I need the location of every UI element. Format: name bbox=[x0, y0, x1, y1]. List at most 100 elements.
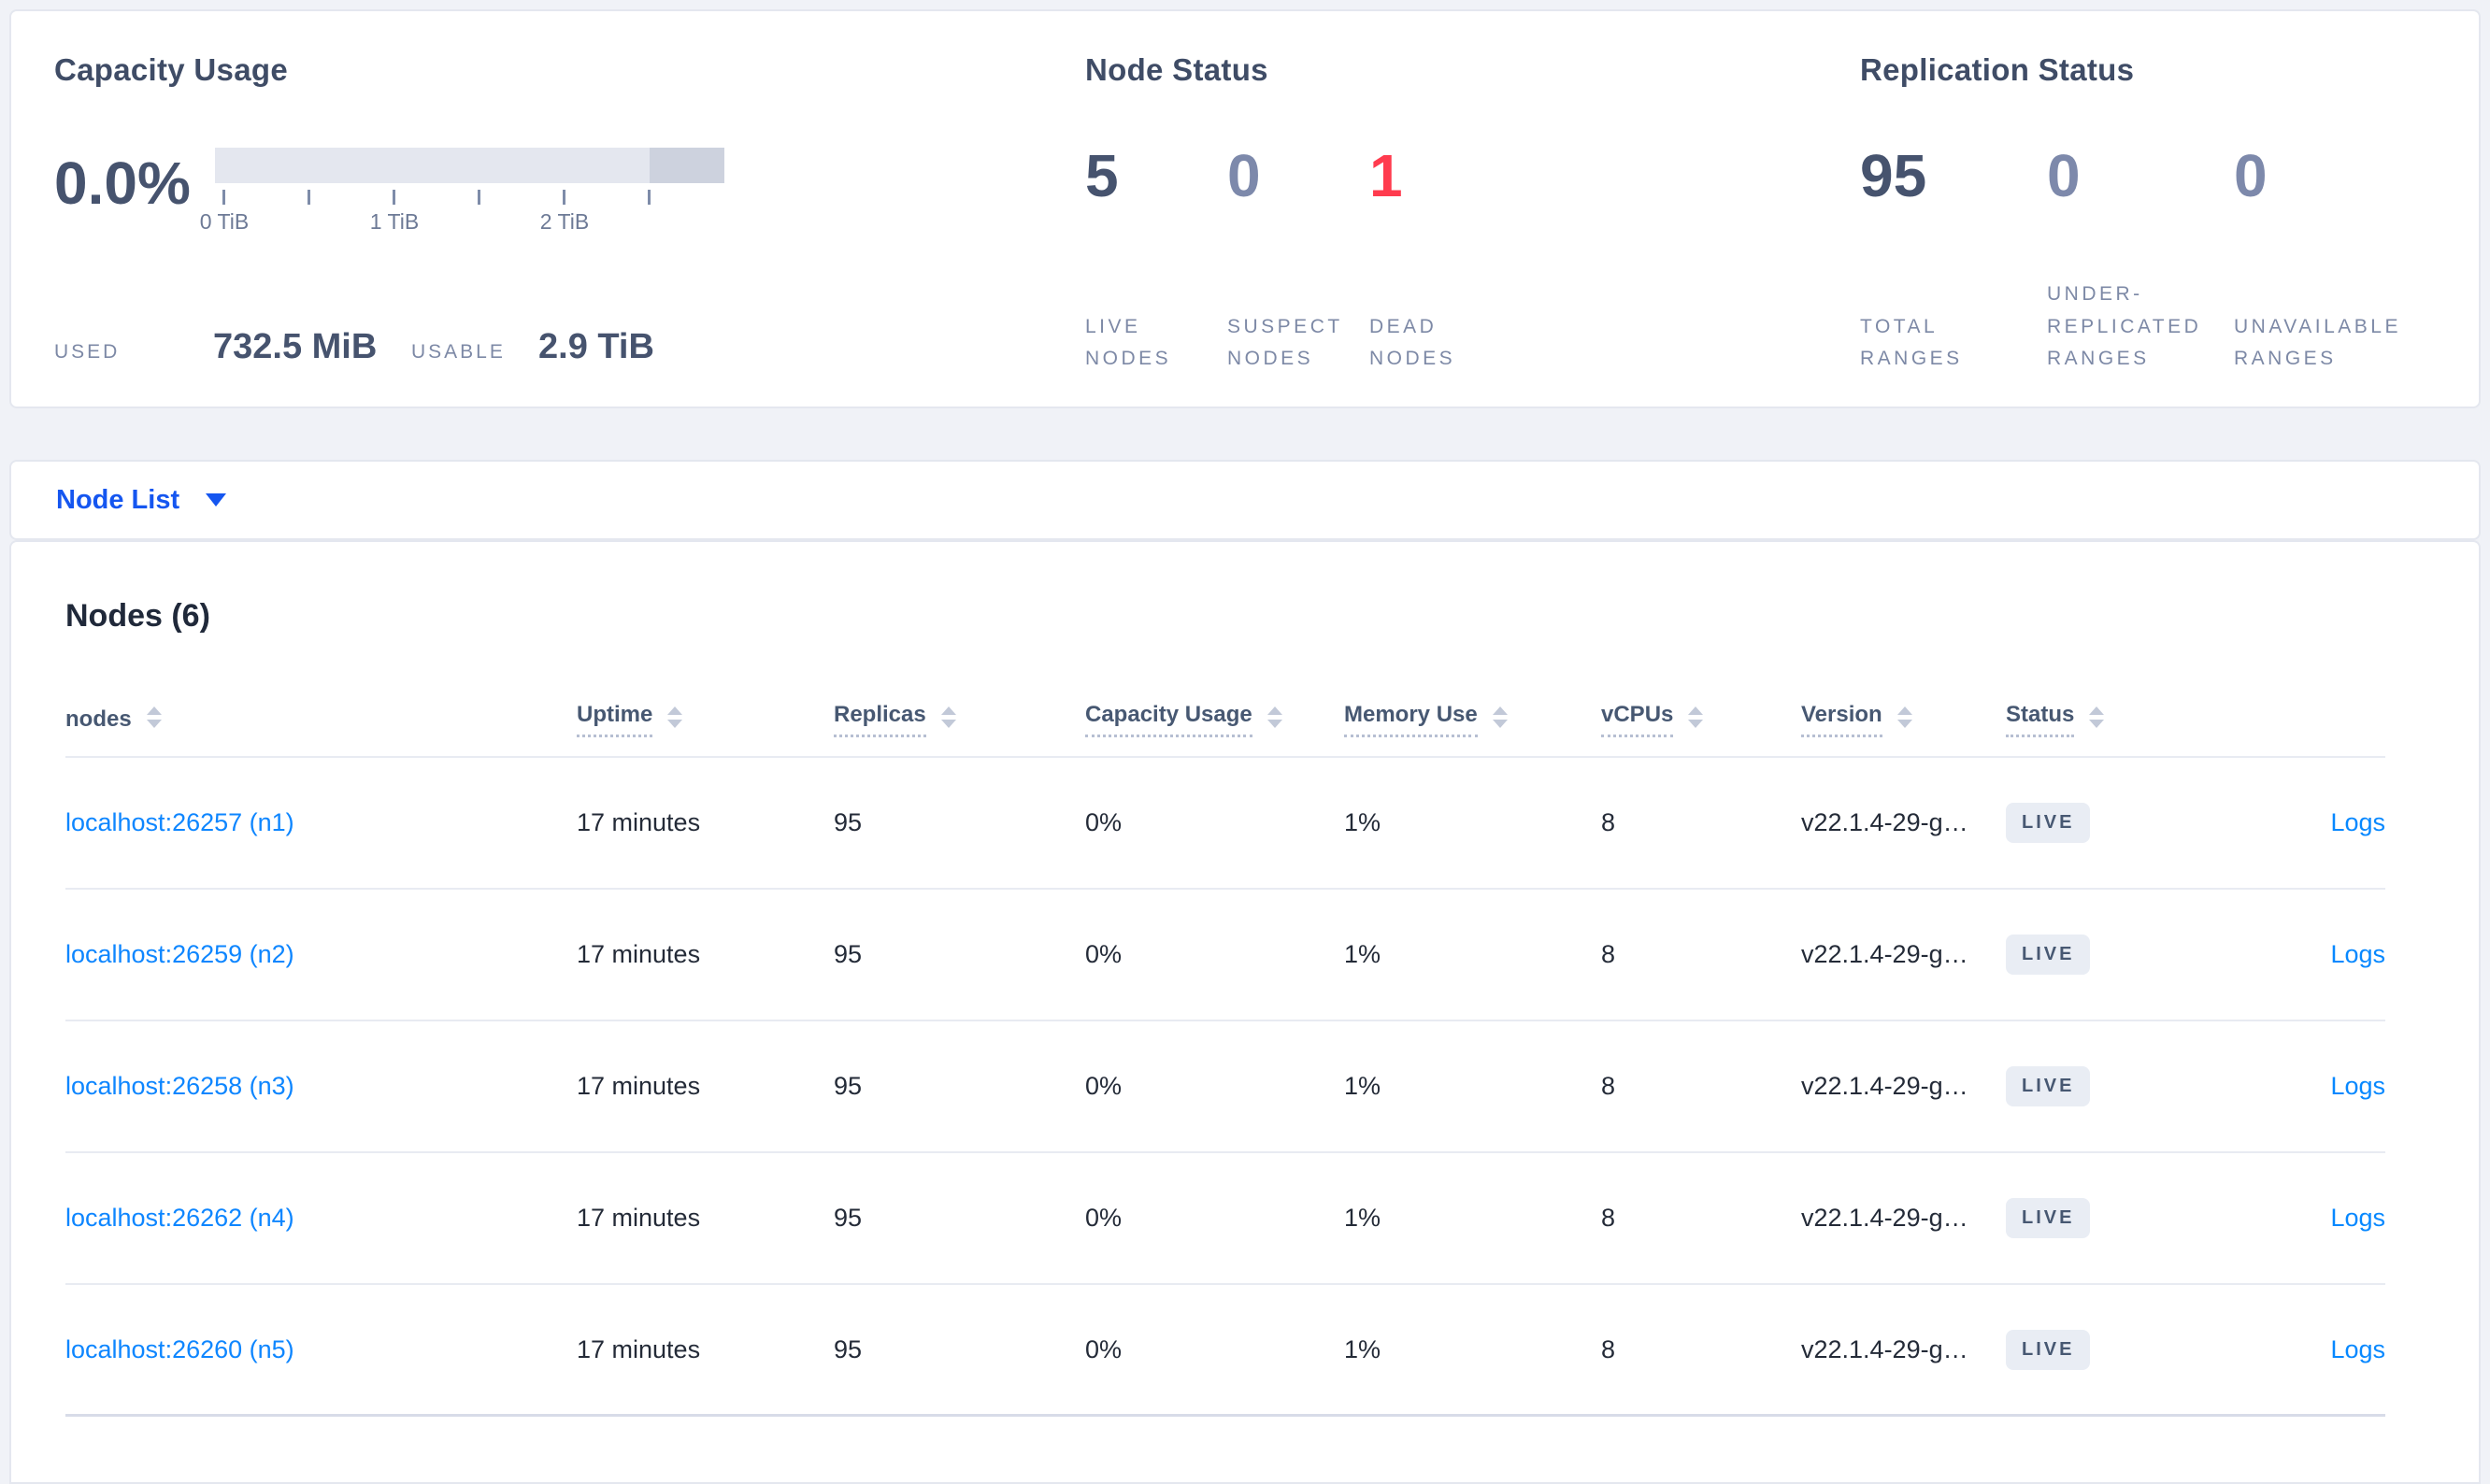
unavailable-ranges-count: 0 bbox=[2234, 142, 2268, 209]
column-header-vcpus[interactable]: vCPUs bbox=[1601, 702, 1801, 737]
live-nodes-label: LIVE NODES bbox=[1085, 315, 1172, 370]
axis-tick-label: 2 TiB bbox=[539, 209, 590, 234]
uptime-cell: 17 minutes bbox=[577, 1072, 701, 1100]
capacity-usage-cell: 0% bbox=[1085, 1334, 1123, 1363]
nodes-heading: Nodes (6) bbox=[65, 598, 210, 634]
table-row: localhost:26258 (n3) 17 minutes 95 0% 1%… bbox=[65, 1021, 2385, 1153]
used-label: USED bbox=[54, 341, 121, 363]
table-row: localhost:26260 (n5) 17 minutes 95 0% 1%… bbox=[65, 1285, 2385, 1417]
capacity-axis-ticks bbox=[215, 187, 724, 206]
nodes-table-card: Nodes (6) nodes Uptime Replicas Capacity… bbox=[9, 540, 2481, 1484]
logs-link[interactable]: Logs bbox=[2330, 1204, 2385, 1232]
capacity-usage-title: Capacity Usage bbox=[54, 52, 288, 87]
sort-icon bbox=[1266, 706, 1282, 728]
axis-tick bbox=[222, 190, 225, 205]
nodes-table-header: nodes Uptime Replicas Capacity Usage Mem… bbox=[65, 683, 2385, 758]
replicas-cell: 95 bbox=[834, 1204, 863, 1232]
dead-nodes-label: DEAD NODES bbox=[1369, 315, 1456, 370]
replicas-cell: 95 bbox=[834, 808, 863, 836]
version-cell: v22.1.4-29-g… bbox=[1801, 1204, 1968, 1232]
capacity-usage-cell: 0% bbox=[1085, 808, 1123, 836]
sort-icon bbox=[940, 706, 956, 728]
vcpus-cell: 8 bbox=[1601, 1334, 1616, 1363]
vcpus-cell: 8 bbox=[1601, 940, 1616, 968]
uptime-cell: 17 minutes bbox=[577, 808, 701, 836]
axis-tick-label: 0 TiB bbox=[199, 209, 250, 234]
capacity-usage-cell: 0% bbox=[1085, 940, 1123, 968]
version-cell: v22.1.4-29-g… bbox=[1801, 808, 1968, 836]
column-header-version[interactable]: Version bbox=[1801, 702, 2006, 737]
cluster-summary-panel: Capacity Usage 0.0% 0 TiB 1 TiB bbox=[9, 9, 2481, 408]
usable-label: USABLE bbox=[411, 341, 506, 363]
node-status-section: Node Status 5 LIVE NODES 0 SUSPECT NODES… bbox=[1033, 11, 1823, 407]
memory-use-cell: 1% bbox=[1344, 1072, 1381, 1100]
status-badge: LIVE bbox=[2006, 935, 2091, 975]
uptime-cell: 17 minutes bbox=[577, 1334, 701, 1363]
total-ranges-count: 95 bbox=[1860, 142, 1927, 209]
logs-link[interactable]: Logs bbox=[2330, 808, 2385, 836]
sort-icon bbox=[667, 706, 683, 728]
live-nodes-count: 5 bbox=[1085, 142, 1119, 209]
logs-link[interactable]: Logs bbox=[2330, 1334, 2385, 1363]
replicas-cell: 95 bbox=[834, 1334, 863, 1363]
column-header-nodes[interactable]: nodes bbox=[65, 706, 577, 734]
status-badge: LIVE bbox=[2006, 1198, 2091, 1238]
table-row: localhost:26257 (n1) 17 minutes 95 0% 1%… bbox=[65, 758, 2385, 890]
caret-down-icon bbox=[206, 493, 227, 507]
capacity-bar bbox=[215, 148, 724, 183]
axis-tick-label: 1 TiB bbox=[369, 209, 420, 234]
node-address-link[interactable]: localhost:26257 (n1) bbox=[65, 808, 294, 836]
memory-use-cell: 1% bbox=[1344, 1334, 1381, 1363]
version-cell: v22.1.4-29-g… bbox=[1801, 1334, 1968, 1363]
logs-link[interactable]: Logs bbox=[2330, 940, 2385, 968]
capacity-usage-cell: 0% bbox=[1085, 1072, 1123, 1100]
node-address-link[interactable]: localhost:26262 (n4) bbox=[65, 1204, 294, 1232]
unavailable-ranges-metric: 0 UNAVAILABLE RANGES bbox=[2234, 140, 2421, 376]
dead-nodes-count: 1 bbox=[1369, 142, 1403, 209]
under-replicated-ranges-metric: 0 UNDER-REPLICATED RANGES bbox=[2047, 140, 2234, 376]
unavailable-ranges-label: UNAVAILABLE RANGES bbox=[2234, 315, 2401, 370]
replicas-cell: 95 bbox=[834, 940, 863, 968]
sort-icon bbox=[146, 706, 162, 728]
capacity-bar-extra-segment bbox=[650, 148, 724, 183]
suspect-nodes-count: 0 bbox=[1227, 142, 1261, 209]
capacity-axis-labels: 0 TiB 1 TiB 2 TiB bbox=[200, 209, 724, 237]
column-header-memory-use[interactable]: Memory Use bbox=[1344, 702, 1601, 737]
column-header-status[interactable]: Status bbox=[2006, 702, 2198, 737]
live-nodes-metric: 5 LIVE NODES bbox=[1085, 140, 1227, 376]
axis-tick bbox=[648, 190, 651, 205]
view-selector-bar: Node List bbox=[9, 460, 2481, 540]
sort-icon bbox=[1896, 706, 1912, 728]
node-address-link[interactable]: localhost:26260 (n5) bbox=[65, 1334, 294, 1363]
column-header-capacity-usage[interactable]: Capacity Usage bbox=[1085, 702, 1344, 737]
sort-icon bbox=[1492, 706, 1508, 728]
replicas-cell: 95 bbox=[834, 1072, 863, 1100]
under-replicated-ranges-count: 0 bbox=[2047, 142, 2081, 209]
dead-nodes-metric: 1 DEAD NODES bbox=[1369, 140, 1511, 376]
total-ranges-metric: 95 TOTAL RANGES bbox=[1860, 140, 2047, 376]
version-cell: v22.1.4-29-g… bbox=[1801, 1072, 1968, 1100]
sort-icon bbox=[1688, 706, 1704, 728]
suspect-nodes-metric: 0 SUSPECT NODES bbox=[1227, 140, 1369, 376]
axis-tick bbox=[563, 190, 565, 205]
node-list-dropdown-label: Node List bbox=[56, 484, 180, 515]
capacity-used-percent: 0.0% bbox=[54, 150, 191, 217]
sort-icon bbox=[2089, 706, 2105, 728]
node-address-link[interactable]: localhost:26259 (n2) bbox=[65, 940, 294, 968]
capacity-usage-cell: 0% bbox=[1085, 1204, 1123, 1232]
node-list-dropdown[interactable]: Node List bbox=[56, 484, 227, 516]
usable-value: 2.9 TiB bbox=[538, 327, 654, 366]
version-cell: v22.1.4-29-g… bbox=[1801, 940, 1968, 968]
status-badge: LIVE bbox=[2006, 1066, 2091, 1106]
node-address-link[interactable]: localhost:26258 (n3) bbox=[65, 1072, 294, 1100]
under-replicated-ranges-label: UNDER-REPLICATED RANGES bbox=[2047, 283, 2202, 370]
logs-link[interactable]: Logs bbox=[2330, 1072, 2385, 1100]
vcpus-cell: 8 bbox=[1601, 808, 1616, 836]
capacity-usage-section: Capacity Usage 0.0% 0 TiB 1 TiB bbox=[11, 11, 1033, 407]
column-header-uptime[interactable]: Uptime bbox=[577, 702, 834, 737]
status-badge: LIVE bbox=[2006, 1329, 2091, 1370]
node-status-title: Node Status bbox=[1085, 52, 1268, 87]
column-header-replicas[interactable]: Replicas bbox=[834, 702, 1085, 737]
total-ranges-label: TOTAL RANGES bbox=[1860, 315, 1963, 370]
uptime-cell: 17 minutes bbox=[577, 940, 701, 968]
